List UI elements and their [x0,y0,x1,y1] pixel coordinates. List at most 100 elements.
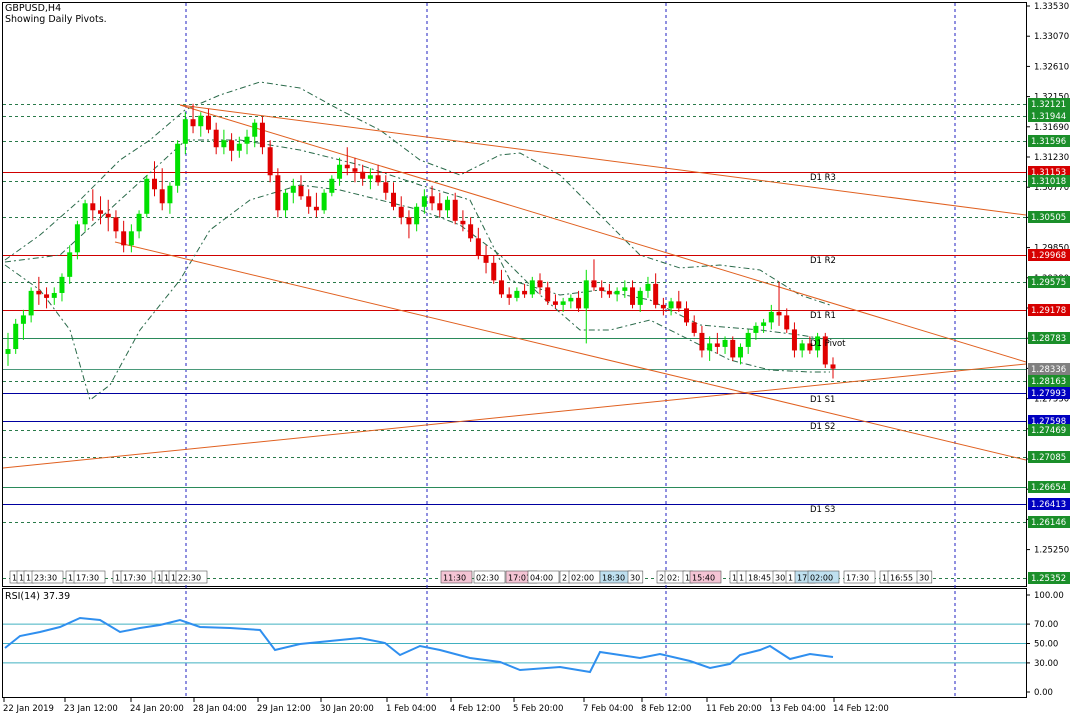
time-label-box [473,570,506,584]
time-label: 18:30 [602,574,625,583]
candle-body [622,287,628,291]
candle-body [576,297,582,309]
date-tick-label: 23 Jan 12:00 [64,704,118,714]
main-pane-border [2,2,1027,587]
price-tag-label: 1.26654 [1031,483,1066,493]
candle-body [267,147,273,176]
candle-body [74,224,80,253]
candle-body [113,217,119,232]
time-label-box [689,570,722,584]
time-label: 1 [882,574,887,583]
candle-body [136,213,142,232]
candle-body [36,290,42,295]
candle-body [44,294,50,298]
candle-body [475,238,481,256]
price-tag-label: 1.27598 [1031,417,1066,427]
candle-body [807,343,813,351]
candle-body [830,364,836,369]
candle-body [668,301,674,309]
candle-body [568,297,574,302]
candle-body [791,329,797,351]
candle-body [637,290,643,305]
candle-body [483,255,489,263]
candle-body [606,290,612,295]
time-label-box [807,570,840,584]
time-label-box [73,570,106,584]
price-tag [1028,304,1070,316]
time-label: 18:45 [748,574,771,583]
price-tag [1028,424,1070,436]
candle-body [730,339,736,358]
price-tag-label: 1.27469 [1031,426,1066,436]
candle-body [383,182,389,193]
price-tag-label: 1.26146 [1031,518,1066,528]
candle-body [722,339,728,347]
price-tick-label: 1.29850 [1034,244,1069,254]
price-tag-label: 1.30505 [1031,213,1066,223]
time-label: 1 [19,574,24,583]
price-tag [1028,387,1070,399]
price-tag [1028,451,1070,463]
candle-body [645,283,651,291]
candle-body [128,231,134,246]
time-label: 2 [562,574,567,583]
candle-body [799,343,805,351]
date-tick-label: 24 Jan 20:00 [130,704,184,714]
date-tick-label: 1 Feb 04:00 [386,704,436,714]
vertical-grid [185,3,956,697]
date-tick-label: 30 Jan 20:00 [320,704,374,714]
price-tick-label: 1.30770 [1034,183,1069,193]
candle-body [90,203,96,211]
symbol-title: GBPUSD,H4 [5,3,62,14]
candle-body [745,332,751,347]
candle-body [768,311,774,323]
candle-body [437,203,443,211]
candle-body [367,175,373,179]
candle-body [452,199,458,221]
candle-body [236,143,242,151]
candle-body [151,178,157,190]
price-tag [1028,110,1070,122]
pivot-label: D1 R2 [810,256,836,266]
candle-body [5,349,11,354]
upper-band [4,81,831,306]
candle-body [391,192,397,207]
candle-body [506,294,512,298]
rsi-tick-label: 50.00 [1034,640,1058,650]
price-tick-label: 1.31690 [1034,123,1069,133]
time-label: 1 [685,574,690,583]
candle-body [676,301,682,309]
candle-body [59,276,65,293]
price-tag-label: 1.29968 [1031,251,1066,261]
candle-body [198,115,204,127]
candle-body [406,217,412,225]
price-tag-label: 1.27085 [1031,453,1066,463]
price-tag-label: 1.31944 [1031,112,1066,122]
pivot-labels: D1 R3 D1 R2 D1 R1 D1 Pivot D1 S1 D1 S2 D1 S3 [810,173,846,515]
date-tick-label: 8 Feb 12:00 [641,704,691,714]
price-tag [1028,498,1070,510]
rsi-tick-label: 0.00 [1034,688,1053,698]
candle-body [545,287,551,302]
date-tick-label: 7 Feb 04:00 [583,704,633,714]
time-label: 1 [732,574,737,583]
candle-body [815,336,821,351]
time-label-box [120,570,153,584]
candle-body [190,119,196,127]
time-label: 30 [919,574,929,583]
time-label: 1 [171,574,176,583]
horizontal-levels [3,104,1026,579]
candle-body [784,315,790,330]
candle-body [714,343,720,347]
candle-body [375,175,381,183]
candle-body [167,185,173,204]
candle-body [321,192,327,211]
time-label: 02:30 [476,574,499,583]
candle-body [653,283,659,305]
trendline [179,104,1027,363]
candle-body [175,143,181,186]
candle-body [313,206,319,211]
rsi-label: RSI(14) 37.39 [5,591,71,602]
pivot-label: D1 S3 [810,505,835,515]
